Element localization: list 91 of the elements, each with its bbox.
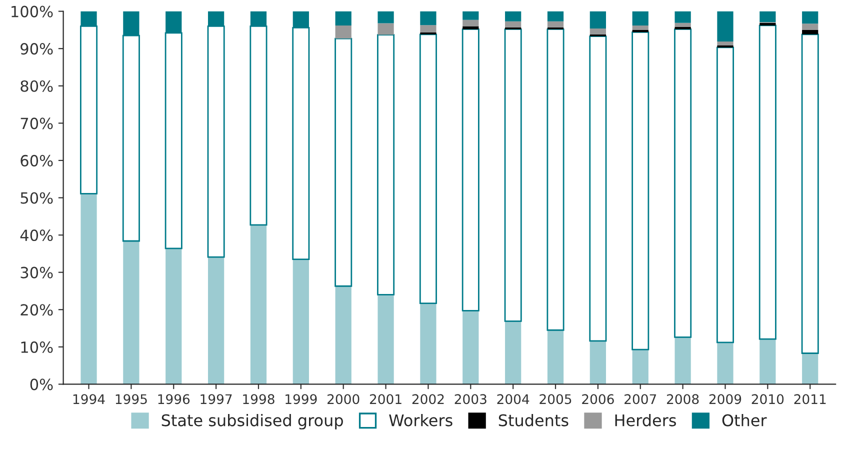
bar <box>462 310 479 384</box>
bar <box>674 28 692 338</box>
bar <box>674 22 691 27</box>
y-tick-label: 60% <box>20 154 53 166</box>
bar <box>547 21 564 28</box>
x-tick-label: 2005 <box>540 394 572 404</box>
y-tick-label: 40% <box>20 230 53 242</box>
legend-label: Workers <box>389 414 452 426</box>
bar <box>802 30 818 34</box>
bar <box>760 339 776 384</box>
bar <box>546 28 564 331</box>
x-tick-label: 2003 <box>454 394 486 404</box>
bar <box>505 21 522 28</box>
x-tick-label: 2006 <box>582 394 614 404</box>
bar <box>462 20 479 26</box>
bar <box>590 11 606 28</box>
x-tick-label: 2004 <box>497 394 530 404</box>
bar <box>802 353 818 384</box>
bar <box>462 28 480 312</box>
bar <box>335 286 352 384</box>
bar <box>419 34 437 304</box>
legend-label: Students <box>498 414 568 426</box>
y-tick-label: 10% <box>21 341 53 353</box>
bar <box>505 11 522 22</box>
x-tick-label: 2010 <box>752 394 784 404</box>
x-tick-label: 1999 <box>286 394 317 404</box>
bar <box>632 25 648 30</box>
bar <box>377 34 395 296</box>
bar <box>250 224 267 384</box>
bar <box>760 22 776 26</box>
bar <box>420 25 436 33</box>
x-tick-label: 1998 <box>243 394 274 404</box>
bar <box>717 11 734 42</box>
x-tick-label: 1995 <box>116 394 147 404</box>
bar <box>378 294 394 384</box>
x-tick-label: 2009 <box>709 394 742 404</box>
bar <box>547 11 564 22</box>
y-tick-label: 80% <box>20 80 53 92</box>
bar <box>504 28 522 322</box>
bar <box>674 337 691 384</box>
bar <box>717 342 734 384</box>
legend-label: Other <box>722 414 767 426</box>
bar <box>505 321 522 384</box>
bar <box>420 11 436 26</box>
bar <box>802 11 818 24</box>
bar <box>378 11 394 24</box>
bar <box>674 26 691 30</box>
bar <box>760 11 776 22</box>
bar <box>717 42 734 46</box>
bar <box>632 350 648 384</box>
bar <box>378 23 394 35</box>
legend-label: State subsidised group <box>162 414 343 430</box>
bar <box>674 11 691 23</box>
y-tick-label: 30% <box>20 266 53 278</box>
y-tick-label: 70% <box>20 118 53 130</box>
bar <box>420 303 436 384</box>
y-tick-label: 20% <box>20 304 53 316</box>
x-tick-label: 1997 <box>200 394 232 404</box>
x-tick-label: 2011 <box>794 394 826 404</box>
bar <box>590 340 606 384</box>
bar <box>590 28 606 34</box>
bar <box>632 11 648 26</box>
bar <box>208 257 224 384</box>
y-tick-label: 50% <box>20 192 53 204</box>
legend-label: Herders <box>615 414 676 426</box>
bar <box>801 34 819 354</box>
bar <box>123 241 140 384</box>
bar <box>292 259 309 384</box>
x-tick-label: 2000 <box>328 394 360 404</box>
bar <box>462 26 479 30</box>
x-tick-label: 2001 <box>370 394 402 404</box>
bar <box>462 11 479 20</box>
bar <box>335 25 352 39</box>
x-tick-label: 1996 <box>158 394 190 404</box>
bar <box>716 46 734 344</box>
bar <box>335 11 352 26</box>
x-tick-label: 1994 <box>73 394 105 404</box>
bar <box>166 248 182 384</box>
x-tick-label: 2002 <box>412 394 444 404</box>
y-tick-label: 100% <box>12 6 53 18</box>
bar <box>589 36 607 342</box>
bar <box>80 194 97 384</box>
bar <box>547 330 564 384</box>
x-tick-label: 2008 <box>666 394 699 404</box>
bar <box>802 24 818 30</box>
y-tick-label: 0% <box>30 378 53 390</box>
bar <box>758 24 776 340</box>
x-tick-label: 2007 <box>624 394 656 404</box>
bar <box>334 38 352 287</box>
y-tick-label: 90% <box>20 43 53 55</box>
bar <box>632 31 650 350</box>
